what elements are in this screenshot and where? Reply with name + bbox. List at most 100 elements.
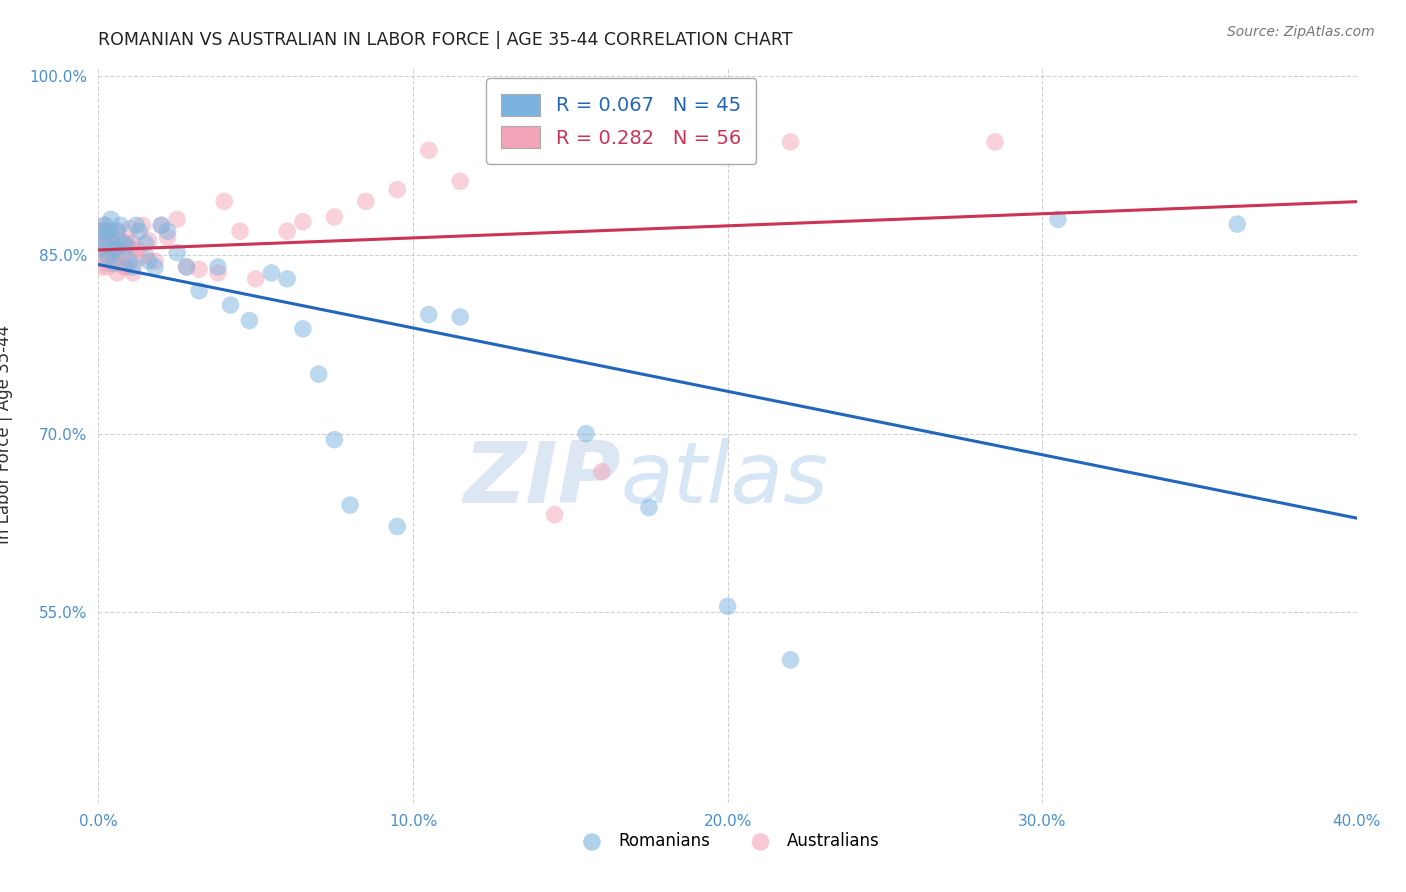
Point [115,236,138,251]
Point [90,242,112,256]
Point [323,433,346,447]
Point [638,500,661,515]
Point [418,308,440,322]
Point [138,254,160,268]
Point [131,219,153,233]
Point [339,498,361,512]
Point [105,224,128,238]
Point [100,212,122,227]
Point [125,219,148,233]
Point [115,238,138,252]
Point [143,260,166,274]
Point [238,313,260,327]
Point [591,465,613,479]
Point [449,174,471,188]
Point [779,653,801,667]
Point [984,135,1007,149]
Point [110,219,132,233]
Point [1226,217,1249,231]
Point [449,310,471,324]
Point [112,251,135,265]
Point [122,266,145,280]
Point [115,260,138,274]
Point [323,210,346,224]
Point [176,260,198,274]
Y-axis label: In Labor Force | Age 35-44: In Labor Force | Age 35-44 [0,326,13,544]
Point [105,240,128,254]
Point [103,242,125,256]
Point [207,260,229,274]
Point [229,224,252,238]
Point [125,242,148,256]
Point [135,248,157,262]
Point [779,135,801,149]
Point [135,236,157,251]
Point [214,194,236,209]
Point [105,242,128,256]
Text: ROMANIAN VS AUSTRALIAN IN LABOR FORCE | AGE 35-44 CORRELATION CHART: ROMANIAN VS AUSTRALIAN IN LABOR FORCE | … [98,31,793,49]
Text: Source: ZipAtlas.com: Source: ZipAtlas.com [1227,25,1375,39]
Point [118,254,141,268]
Point [156,224,179,238]
Point [122,260,145,274]
Point [97,234,120,248]
Point [543,508,565,522]
Point [1046,212,1069,227]
Point [150,219,173,233]
Point [97,260,120,274]
Point [110,234,132,248]
Point [97,242,120,256]
Point [90,242,112,256]
Point [418,143,440,157]
Point [100,251,122,265]
Point [118,242,141,256]
Point [128,224,150,238]
Point [97,224,120,238]
Point [308,367,330,381]
Point [276,224,298,238]
Point [166,212,188,227]
Point [105,266,128,280]
Point [93,219,115,233]
Point [387,519,409,533]
Text: atlas: atlas [620,437,828,521]
Point [93,219,115,233]
Point [166,245,188,260]
Point [110,256,132,270]
Point [638,141,661,155]
Point [143,254,166,268]
Point [156,230,179,244]
Point [103,241,125,255]
Point [188,284,211,298]
Point [138,234,160,248]
Point [90,224,112,238]
Point [105,224,128,238]
Point [93,234,115,248]
Point [103,248,125,262]
Point [150,219,173,233]
Point [188,262,211,277]
Point [354,194,377,209]
Point [575,426,598,441]
Text: ZIP: ZIP [463,437,620,521]
Point [100,224,122,238]
Point [100,230,122,244]
Point [122,236,145,251]
Point [260,266,283,280]
Point [90,260,112,274]
Point [245,272,267,286]
Point [387,182,409,196]
Point [128,251,150,265]
Point [291,215,314,229]
Point [717,599,740,614]
Point [97,256,120,270]
Point [97,251,120,265]
Point [100,236,122,251]
Point [219,298,242,312]
Point [93,224,115,238]
Point [112,236,135,251]
Point [90,234,112,248]
Point [207,266,229,280]
Point [118,222,141,236]
Point [90,224,112,238]
